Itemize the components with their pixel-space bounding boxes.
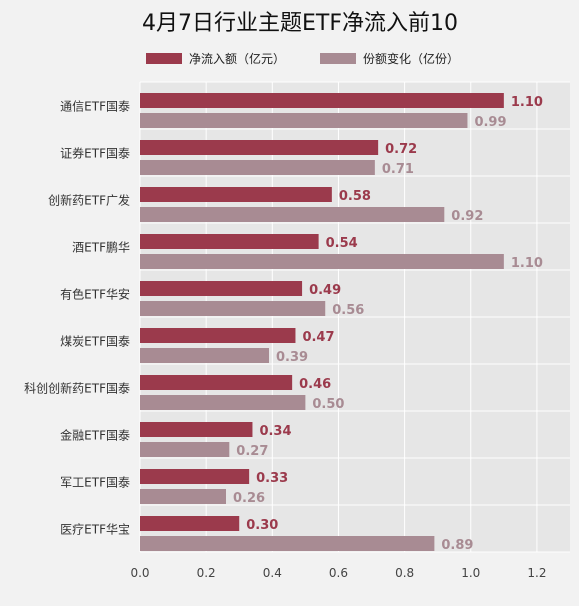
x-tick-label: 0.4 — [263, 566, 282, 580]
bar-shares — [140, 536, 435, 551]
bar-shares — [140, 348, 269, 363]
bar-shares — [140, 160, 375, 175]
x-tick-label: 1.2 — [527, 566, 546, 580]
labels-layer: 1.10 0.99 0.72 0.71 0.58 0.92 0.54 1.10 0.49 0.56… — [233, 95, 543, 553]
bar-shares — [140, 301, 326, 316]
category-label: 证券ETF国泰 — [60, 146, 130, 161]
bar-shares — [140, 113, 468, 128]
value-label-inflow: 1.10 — [511, 95, 543, 110]
legend-label-inflow: 净流入额（亿元） — [189, 51, 285, 66]
x-tick-label: 0.2 — [197, 566, 216, 580]
value-label-inflow: 0.58 — [339, 189, 371, 204]
value-label-inflow: 0.30 — [246, 518, 278, 533]
bar-shares — [140, 489, 226, 504]
category-label: 军工ETF国泰 — [60, 476, 130, 490]
x-tick-label: 1.0 — [461, 566, 480, 580]
value-label-inflow: 0.46 — [299, 377, 331, 392]
value-label-shares: 0.39 — [276, 350, 308, 365]
legend: 净流入额（亿元） 份额变化（亿份） — [146, 51, 459, 66]
bar-inflow — [140, 516, 240, 531]
bars-layer — [140, 93, 504, 551]
value-label-shares: 0.89 — [441, 538, 473, 553]
value-label-shares: 0.56 — [332, 303, 364, 318]
category-label: 科创创新药ETF国泰 — [24, 381, 130, 396]
value-label-inflow: 0.49 — [309, 283, 341, 298]
value-label-shares: 0.26 — [233, 491, 265, 506]
legend-swatch-shares — [320, 53, 356, 64]
bar-shares — [140, 395, 306, 410]
bar-inflow — [140, 93, 504, 108]
value-label-shares: 0.50 — [312, 397, 344, 412]
bar-inflow — [140, 281, 303, 296]
chart-title: 4月7日行业主题ETF净流入前10 — [142, 11, 458, 36]
x-tick-label: 0.8 — [395, 566, 414, 580]
category-label: 金融ETF国泰 — [60, 428, 130, 443]
value-label-shares: 0.27 — [236, 444, 268, 459]
bar-shares — [140, 254, 504, 269]
value-label-inflow: 0.54 — [326, 236, 358, 251]
value-label-inflow: 0.33 — [256, 471, 288, 486]
bar-inflow — [140, 234, 319, 249]
x-tick-label: 0.0 — [130, 566, 149, 580]
value-label-shares: 0.92 — [451, 209, 483, 224]
category-label: 酒ETF鹏华 — [72, 241, 130, 255]
bar-shares — [140, 442, 230, 457]
category-label: 医疗ETF华宝 — [60, 523, 130, 537]
category-label: 煤炭ETF国泰 — [60, 335, 130, 349]
category-label: 通信ETF国泰 — [60, 100, 130, 114]
value-label-inflow: 0.47 — [302, 330, 334, 345]
value-label-shares: 0.99 — [474, 115, 506, 130]
bar-inflow — [140, 375, 293, 390]
value-label-shares: 0.71 — [382, 162, 414, 177]
category-label: 创新药ETF广发 — [48, 193, 130, 208]
legend-swatch-inflow — [146, 53, 182, 64]
bar-inflow — [140, 469, 250, 484]
value-label-inflow: 0.34 — [259, 424, 291, 439]
bar-shares — [140, 207, 445, 222]
x-tick-label: 0.6 — [329, 566, 348, 580]
value-label-inflow: 0.72 — [385, 142, 417, 157]
category-label: 有色ETF华安 — [60, 287, 130, 302]
legend-label-shares: 份额变化（亿份） — [363, 51, 459, 66]
value-label-shares: 1.10 — [511, 256, 543, 271]
axis-layer: 0.0 0.2 0.4 0.6 0.8 1.0 1.2 通信ETF国泰证券ETF国泰创新药ET… — [24, 100, 546, 581]
bar-inflow — [140, 328, 296, 343]
bar-inflow — [140, 140, 379, 155]
bar-inflow — [140, 187, 332, 202]
bar-inflow — [140, 422, 253, 437]
